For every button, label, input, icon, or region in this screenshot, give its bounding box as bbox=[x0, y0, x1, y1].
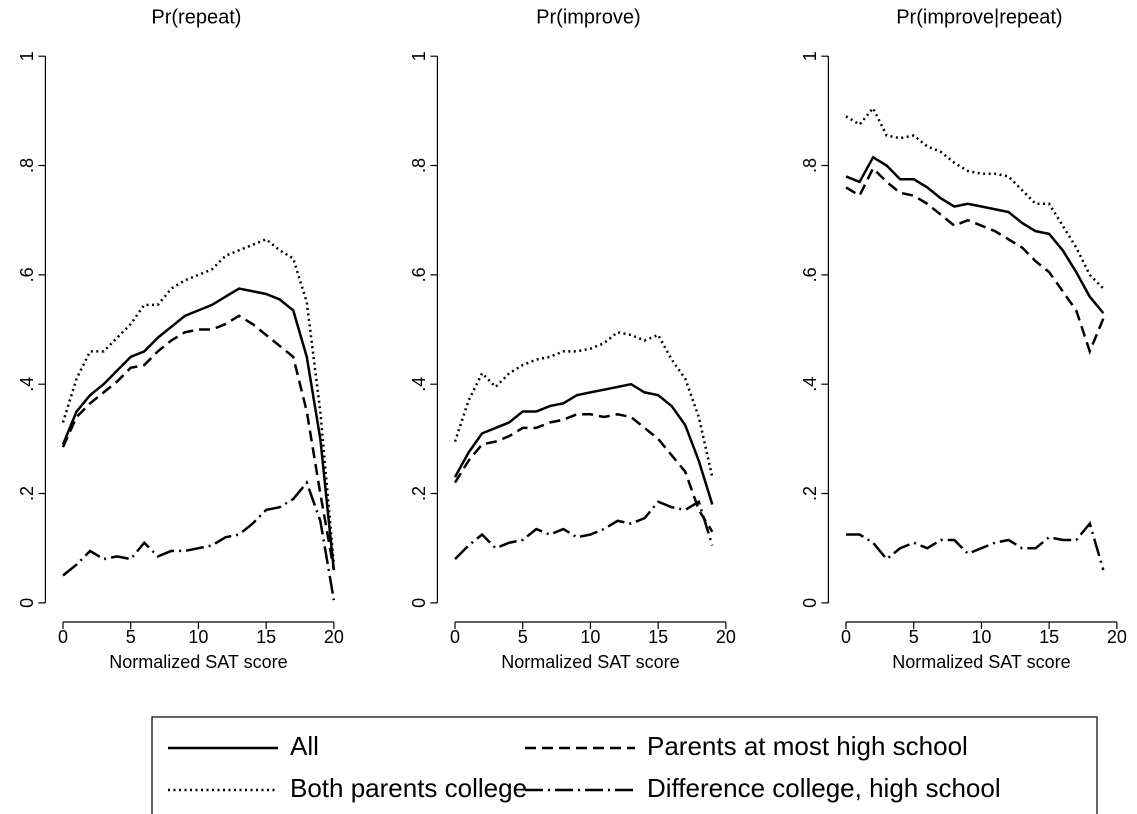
series-line bbox=[61, 287, 336, 571]
chart-title: Pr(improve) bbox=[536, 6, 640, 28]
x-tick-label: 10 bbox=[971, 627, 991, 647]
series-line bbox=[846, 520, 1105, 571]
legend-label: Difference college, high school bbox=[647, 773, 1001, 803]
x-tick-label: 15 bbox=[256, 627, 276, 647]
y-tick-label: .2 bbox=[17, 486, 37, 501]
x-axis-label: Normalized SAT score bbox=[501, 652, 679, 672]
y-tick-label: .6 bbox=[800, 267, 820, 282]
legend-label: Parents at most high school bbox=[647, 731, 968, 761]
series-line bbox=[61, 314, 336, 571]
y-tick-label: 1 bbox=[409, 51, 429, 61]
x-tick-label: 20 bbox=[324, 627, 344, 647]
x-axis-label: Normalized SAT score bbox=[109, 652, 287, 672]
y-tick-label: 0 bbox=[409, 598, 429, 608]
x-tick-label: 5 bbox=[909, 627, 919, 647]
series-line bbox=[845, 166, 1105, 355]
legend-label: All bbox=[290, 731, 319, 761]
x-tick-label: 10 bbox=[580, 627, 600, 647]
y-tick-label: .6 bbox=[17, 267, 37, 282]
chart-title: Pr(repeat) bbox=[151, 6, 241, 28]
legend-label: Both parents college bbox=[290, 773, 527, 803]
series-line bbox=[62, 480, 336, 601]
x-tick-label: 10 bbox=[188, 627, 208, 647]
y-tick-label: .8 bbox=[409, 158, 429, 173]
chart-title: Pr(improve|repeat) bbox=[896, 6, 1062, 28]
series-line bbox=[453, 382, 714, 505]
series-line bbox=[845, 105, 1105, 290]
y-tick-label: .2 bbox=[800, 486, 820, 501]
legend-box bbox=[151, 716, 1098, 814]
y-tick-label: .4 bbox=[17, 377, 37, 392]
x-tick-label: 15 bbox=[1039, 627, 1059, 647]
x-tick-label: 0 bbox=[841, 627, 851, 647]
y-tick-label: .4 bbox=[800, 377, 820, 392]
series-line bbox=[61, 237, 336, 565]
x-tick-label: 20 bbox=[716, 627, 736, 647]
x-tick-label: 0 bbox=[58, 627, 68, 647]
x-axis-label: Normalized SAT score bbox=[892, 652, 1070, 672]
x-tick-label: 15 bbox=[648, 627, 668, 647]
x-tick-label: 0 bbox=[450, 627, 460, 647]
y-tick-label: 1 bbox=[800, 51, 820, 61]
y-tick-label: .8 bbox=[800, 158, 820, 173]
y-tick-label: 0 bbox=[17, 598, 37, 608]
y-tick-label: .8 bbox=[17, 158, 37, 173]
series-line bbox=[453, 412, 714, 533]
x-tick-label: 20 bbox=[1107, 627, 1127, 647]
x-tick-label: 5 bbox=[518, 627, 528, 647]
series-line bbox=[845, 155, 1105, 314]
series-line bbox=[454, 499, 714, 561]
x-tick-label: 5 bbox=[126, 627, 136, 647]
y-tick-label: .6 bbox=[409, 267, 429, 282]
y-tick-label: 0 bbox=[800, 598, 820, 608]
series-line bbox=[453, 330, 714, 478]
y-tick-label: .4 bbox=[409, 377, 429, 392]
y-tick-label: 1 bbox=[17, 51, 37, 61]
y-tick-label: .2 bbox=[409, 486, 429, 501]
